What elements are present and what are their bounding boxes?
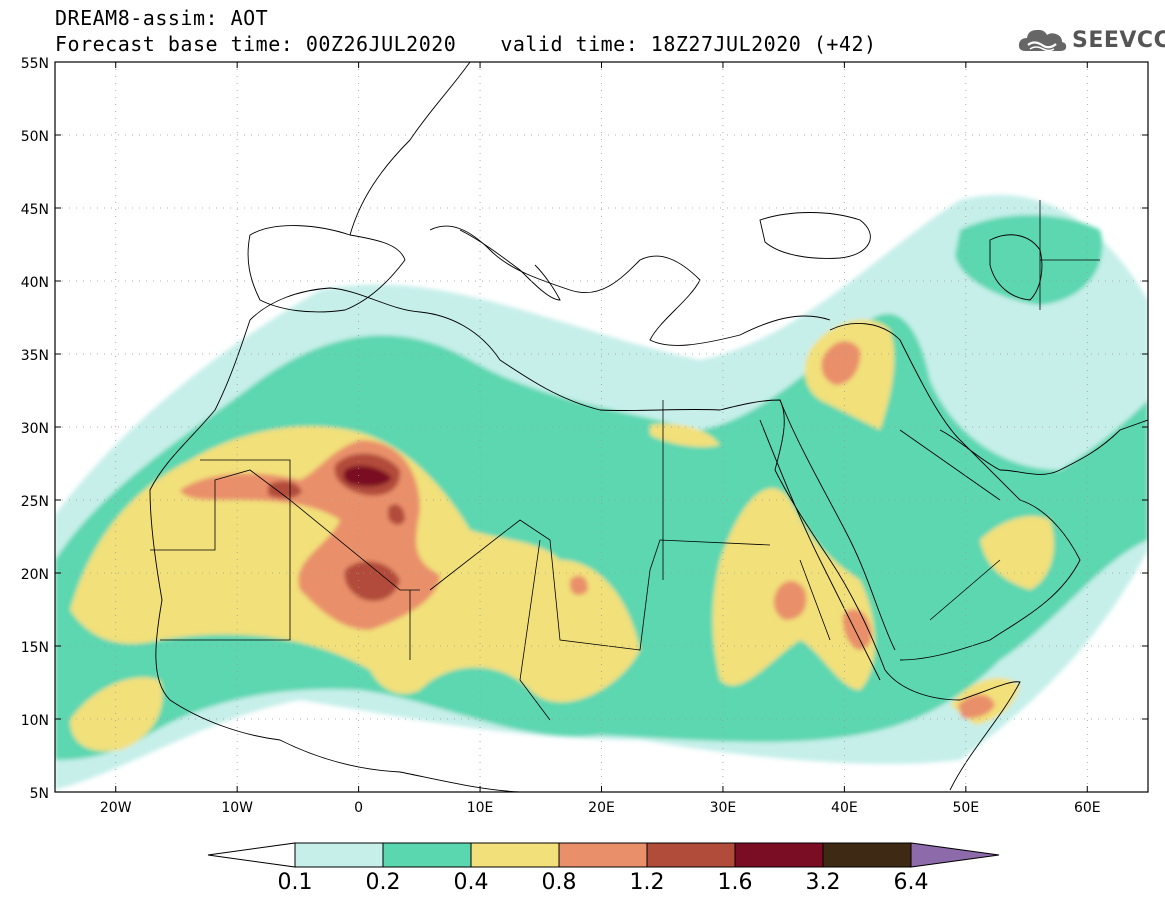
aot-band-0.4-libya [650, 423, 720, 447]
lat-label: 35N [21, 348, 49, 364]
italy-coast [459, 229, 561, 301]
base-time: Forecast base time: 00Z26JUL2020 [55, 32, 457, 56]
colorbar-swatch [734, 842, 824, 868]
lat-label: 55N [21, 56, 49, 72]
iberia-coast [247, 225, 406, 313]
colorbar-label: 0.2 [366, 870, 401, 895]
lon-label: 50E [952, 800, 979, 816]
border-lines [160, 200, 1100, 721]
colorbar-swatch [822, 842, 912, 868]
aot-band-0.8-iraq [821, 341, 861, 385]
colorbar-label: 6.4 [894, 870, 929, 895]
arabia-coast [829, 323, 1081, 661]
colorbar-label: 1.2 [630, 870, 665, 895]
colorbar-swatch [470, 842, 560, 868]
longitude-labels: 20W 10W 0 10E 20E 30E 40E 50E 60E [100, 800, 1101, 816]
lon-label: 30E [710, 800, 737, 816]
aot-band-1.2-mid [388, 504, 405, 525]
lat-label: 40N [21, 275, 49, 291]
aot-field [55, 194, 1148, 790]
colorbar-swatch [646, 842, 736, 868]
lon-label: 20E [588, 800, 615, 816]
black-sea [759, 212, 871, 259]
lat-label: 20N [21, 567, 49, 583]
lon-label: 10E [467, 800, 494, 816]
map-title: DREAM8-assim: AOT [55, 6, 269, 30]
coastlines [149, 62, 1148, 792]
colorbar-swatch [294, 842, 384, 868]
aot-band-1.2-south [344, 561, 400, 601]
aot-band-0.8-somalia [958, 694, 995, 719]
gulf-coast [939, 419, 1148, 475]
aot-band-0.2-caspian [955, 215, 1103, 305]
lon-label: 10W [221, 800, 253, 816]
axis-ticks [55, 61, 1148, 793]
colorbar-label: 1.6 [718, 870, 753, 895]
latitude-labels: 55N 50N 45N 40N 35N 30N 25N 20N 15N 10N 5N [21, 56, 49, 802]
colorbar: 0.1 0.2 0.4 0.8 1.2 1.6 3.2 6.4 [207, 842, 1000, 895]
colorbar-label: 0.1 [278, 870, 313, 895]
colorbar-label: 0.8 [542, 870, 577, 895]
lat-label: 5N [30, 786, 49, 802]
lon-label: 20W [100, 800, 132, 816]
lat-label: 15N [21, 640, 49, 656]
borders [150, 200, 1100, 721]
gridlines [55, 62, 1148, 792]
colorbar-swatch [558, 842, 648, 868]
valid-time: valid time: 18Z27JUL2020 (+42) [500, 32, 877, 56]
lat-label: 50N [21, 129, 49, 145]
lat-label: 30N [21, 421, 49, 437]
lat-label: 25N [21, 494, 49, 510]
aot-band-0.8-sudan [773, 580, 807, 620]
cloud-icon [1018, 29, 1067, 52]
west-sahara-border [150, 469, 291, 551]
colorbar-under-arrow [207, 842, 296, 868]
lat-label: 45N [21, 202, 49, 218]
logo-text: SEEVCCC [1072, 27, 1165, 53]
aot-band-1.2-west [268, 480, 302, 499]
lat-label: 10N [21, 713, 49, 729]
lon-label: 0 [354, 800, 363, 816]
colorbar-label: 0.4 [454, 870, 489, 895]
europe-coast [349, 62, 831, 346]
aot-band-1.6 [343, 465, 392, 487]
lon-label: 40E [831, 800, 858, 816]
red-sea [759, 399, 896, 681]
lon-label: 60E [1074, 800, 1101, 816]
colorbar-over-arrow [910, 842, 1000, 868]
aot-band-0.8-chad [570, 575, 588, 596]
colorbar-label: 3.2 [806, 870, 841, 895]
aot-band-0.4-arabia [980, 516, 1054, 590]
colorbar-swatch [382, 842, 472, 868]
time-info: Forecast base time: 00Z26JUL2020 valid ti… [55, 32, 877, 56]
seevccc-logo: SEEVCCC [1016, 24, 1165, 56]
aot-band-0.4-wsea [70, 677, 163, 752]
